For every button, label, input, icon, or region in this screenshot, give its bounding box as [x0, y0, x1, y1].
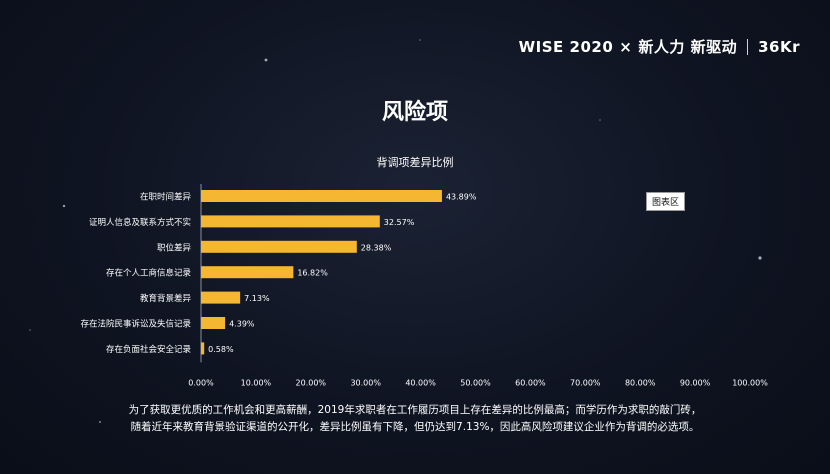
caption-line-2: 随着近年来教育背景验证渠道的公开化，差异比例虽有下降，但仍达到7.13%，因此高… — [130, 421, 700, 433]
chart-title: 背调项差异比例 — [377, 155, 454, 169]
value-label: 0.58% — [208, 345, 234, 354]
event-subtitle: 新人力 新驱动 — [638, 38, 738, 56]
caption-line-1: 为了获取更优质的工作机会和更高薪酬，2019年求职者在工作履历项目上存在差异的比… — [128, 404, 702, 416]
bar — [201, 342, 205, 355]
category-label: 存在个人工商信息记录 — [106, 268, 192, 279]
chart-area-label: 图表区 — [646, 192, 686, 211]
x-tick-label: 50.00% — [460, 378, 491, 387]
category-label: 教育背景差异 — [140, 293, 192, 304]
value-label: 7.13% — [244, 294, 270, 303]
cross-symbol: × — [619, 37, 633, 56]
bar — [201, 266, 294, 279]
category-label: 在职时间差异 — [140, 192, 192, 203]
value-label: 32.57% — [384, 218, 415, 227]
x-tick-label: 90.00% — [680, 378, 711, 387]
brand-header: WISE 2020 × 新人力 新驱动 36Kr — [519, 36, 800, 57]
category-label: 职位差异 — [157, 242, 192, 253]
value-label: 28.38% — [361, 243, 392, 252]
bar — [201, 215, 380, 228]
x-tick-label: 80.00% — [625, 378, 656, 387]
value-label: 16.82% — [297, 269, 328, 278]
value-label: 43.89% — [446, 193, 477, 202]
36kr-logo: 36Kr — [758, 37, 800, 56]
value-label: 4.39% — [229, 320, 255, 329]
category-label: 存在法院民事诉讼及失信记录 — [80, 319, 191, 330]
x-tick-label: 100.00% — [732, 378, 768, 387]
event-title: WISE 2020 — [518, 37, 614, 56]
bar — [201, 240, 357, 253]
caption: 为了获取更优质的工作机会和更高薪酬，2019年求职者在工作履历项目上存在差异的比… — [40, 402, 790, 436]
category-label: 证明人信息及联系方式不实 — [89, 217, 191, 228]
x-tick-label: 70.00% — [570, 378, 601, 387]
x-tick-label: 0.00% — [188, 378, 214, 387]
bar — [201, 291, 241, 304]
x-tick-label: 30.00% — [350, 378, 381, 387]
x-tick-label: 10.00% — [241, 378, 272, 387]
page-title: 风险项 — [381, 100, 448, 125]
brand-divider — [747, 38, 749, 55]
bar — [201, 190, 442, 202]
x-tick-label: 60.00% — [515, 378, 546, 387]
x-tick-label: 40.00% — [405, 378, 436, 387]
bar — [201, 317, 226, 329]
x-tick-label: 20.00% — [296, 378, 327, 387]
category-label: 存在负面社会安全记录 — [106, 344, 192, 355]
